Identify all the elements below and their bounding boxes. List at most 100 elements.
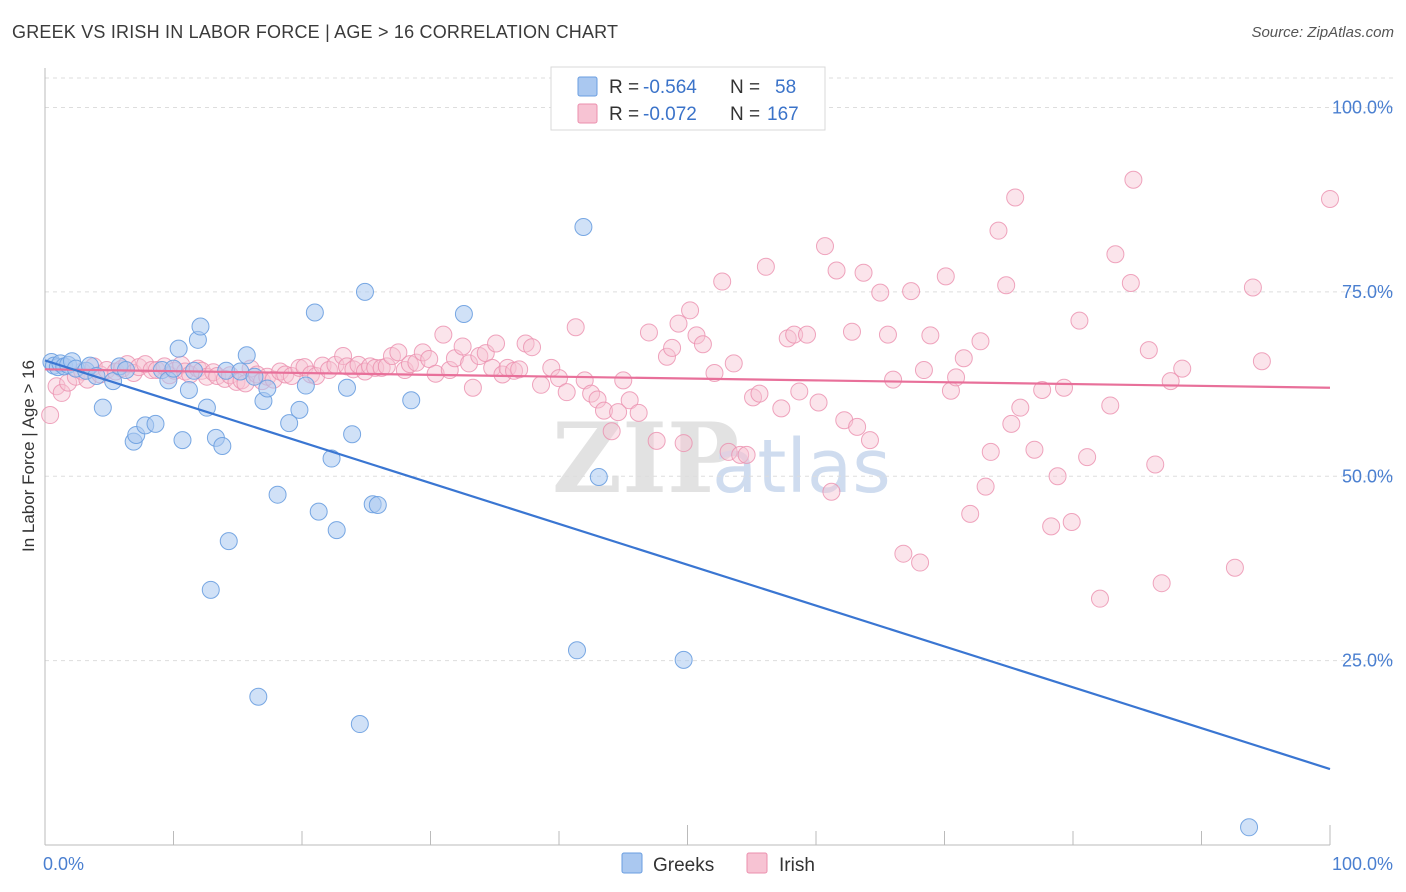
irish-point xyxy=(1146,455,1165,474)
irish-point xyxy=(1139,341,1158,360)
greeks-point xyxy=(201,580,220,599)
irish-point xyxy=(854,263,873,282)
irish-point xyxy=(413,343,432,362)
irish-point xyxy=(976,477,995,496)
legend-greeks-n-value: 58 xyxy=(775,77,796,98)
irish-point xyxy=(785,325,804,344)
y-tick-label: 50.0% xyxy=(1342,466,1393,486)
irish-point xyxy=(848,417,867,436)
irish-point xyxy=(750,384,769,403)
source-credit: Source: ZipAtlas.com xyxy=(1251,24,1394,41)
greeks-point xyxy=(337,378,356,397)
greeks-point xyxy=(309,502,328,521)
irish-point xyxy=(647,431,666,450)
greeks-point xyxy=(674,650,693,669)
legend: R = -0.564 N = 58 R = -0.072 N = 167 xyxy=(550,66,826,131)
irish-point xyxy=(878,325,897,344)
irish-point xyxy=(971,332,990,351)
irish-point xyxy=(981,442,1000,461)
irish-point xyxy=(1243,278,1262,297)
irish-point xyxy=(1062,512,1081,531)
irish-point xyxy=(809,393,828,412)
irish-point xyxy=(657,347,676,366)
irish-point xyxy=(1124,170,1143,189)
irish-point xyxy=(1173,359,1192,378)
greeks-point xyxy=(249,687,268,706)
irish-point xyxy=(463,378,482,397)
y-axis-label: In Labor Force | Age > 16 xyxy=(19,360,38,552)
greeks-point xyxy=(567,641,586,660)
greeks-point xyxy=(191,317,210,336)
tick-labels: 25.0% 50.0% 75.0% 100.0% 0.0% 100.0% xyxy=(43,98,1393,875)
greeks-point xyxy=(268,485,287,504)
greeks-point xyxy=(146,414,165,433)
irish-point xyxy=(772,399,791,418)
y-tick-label: 25.0% xyxy=(1342,651,1393,671)
greeks-point xyxy=(258,379,277,398)
bottom-legend: Greeks Irish xyxy=(621,852,815,876)
greeks-point xyxy=(589,467,608,486)
irish-point xyxy=(334,347,353,366)
greeks-point xyxy=(93,398,112,417)
irish-point xyxy=(460,354,479,373)
irish-point xyxy=(681,301,700,320)
irish-point xyxy=(41,406,60,425)
legend-irish-n-label: N = xyxy=(730,104,760,125)
greeks-point xyxy=(179,380,198,399)
trend-lines xyxy=(44,359,1331,771)
greeks-point xyxy=(305,303,324,322)
irish-point xyxy=(453,337,472,356)
irish-point xyxy=(737,445,756,464)
greeks-point xyxy=(355,282,374,301)
irish-point xyxy=(629,403,648,422)
greeks-point xyxy=(350,715,369,734)
irish-point xyxy=(997,276,1016,295)
x-tick-label: 0.0% xyxy=(43,854,84,874)
greeks-point xyxy=(280,414,299,433)
watermark-zip: ZIP xyxy=(552,402,739,515)
chart-title: GREEK VS IRISH IN LABOR FORCE | AGE > 16… xyxy=(12,22,619,42)
greeks-point xyxy=(574,217,593,236)
irish-point xyxy=(566,318,585,337)
irish-point xyxy=(1002,414,1021,433)
greeks-trend-line xyxy=(44,359,1331,771)
irish-point xyxy=(902,282,921,301)
irish-point xyxy=(719,442,738,461)
irish-point xyxy=(798,325,817,344)
irish-point xyxy=(790,382,809,401)
irish-point xyxy=(1225,558,1244,577)
irish-point xyxy=(989,221,1008,240)
irish-point xyxy=(1055,378,1074,397)
greeks-point xyxy=(197,398,216,417)
irish-point xyxy=(52,383,71,402)
irish-point xyxy=(1070,311,1089,330)
irish-point xyxy=(550,369,568,388)
legend-swatch-irish xyxy=(577,103,598,124)
greeks-point xyxy=(237,346,256,365)
bottom-legend-greeks: Greeks xyxy=(653,855,714,876)
irish-point xyxy=(487,334,506,353)
irish-point xyxy=(557,383,576,402)
legend-swatch-greeks xyxy=(577,76,598,97)
irish-point xyxy=(871,283,890,302)
irish-point xyxy=(1090,589,1109,608)
irish-point xyxy=(1006,188,1025,207)
greeks-point xyxy=(402,391,421,410)
irish-point xyxy=(532,375,551,394)
irish-point xyxy=(884,370,903,389)
irish-point xyxy=(510,360,529,379)
greeks-point xyxy=(169,339,188,358)
irish-point xyxy=(1048,467,1067,486)
irish-point xyxy=(815,237,834,256)
irish-point xyxy=(663,338,682,357)
irish-point xyxy=(842,322,861,341)
y-tick-label: 100.0% xyxy=(1332,98,1393,118)
greeks-point xyxy=(219,532,238,551)
irish-point xyxy=(389,343,408,362)
legend-irish-r-label: R = xyxy=(609,104,639,125)
watermark-atlas: atlas xyxy=(712,424,891,510)
greeks-point xyxy=(454,305,473,323)
greeks-point xyxy=(1240,818,1259,837)
irish-point xyxy=(731,445,750,464)
